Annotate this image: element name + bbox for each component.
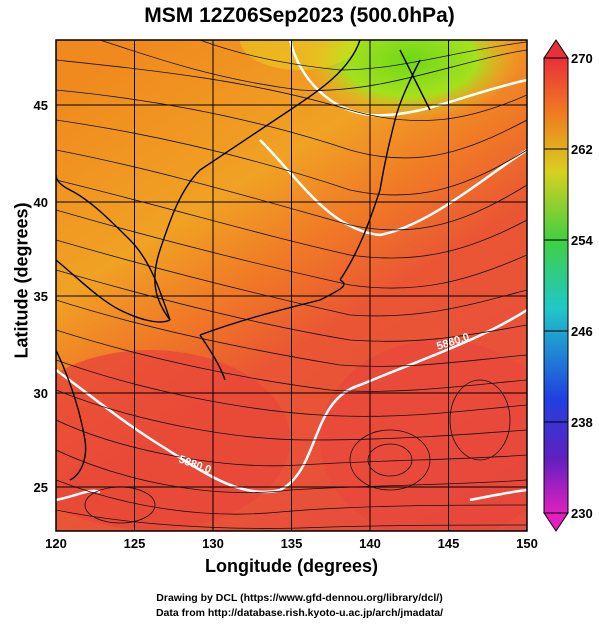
colorbar-tick-label: 238 (571, 415, 593, 430)
colorbar-tick-label: 262 (571, 142, 593, 157)
x-tick-label: 150 (516, 536, 538, 551)
x-tick-label: 140 (359, 536, 381, 551)
coastlines (56, 40, 431, 481)
colorbar-tick-label: 230 (571, 506, 593, 521)
x-tick-labels: 120 125 130 135 140 145 150 (45, 536, 538, 551)
colorbar-tick-label: 246 (571, 324, 593, 339)
colorbar-tick-label: 270 (571, 51, 593, 66)
y-tick-label: 25 (34, 480, 48, 495)
x-axis-label: Longitude (degrees) (204, 556, 378, 576)
x-tick-label: 120 (45, 536, 67, 551)
credit-drawing: Drawing by DCL (https://www.gfd-dennou.o… (156, 592, 443, 604)
colorbar: 270 262 254 246 238 230 (543, 39, 593, 532)
y-tick-label: 40 (34, 195, 48, 210)
x-tick-label: 135 (281, 536, 303, 551)
temperature-field: 5880.0 5880.0 (56, 40, 527, 531)
x-tick-label: 130 (202, 536, 224, 551)
plot-frame (55, 39, 528, 532)
lat-lon-grid (56, 40, 527, 531)
credit-data: Data from http://database.rish.kyoto-u.a… (155, 607, 444, 619)
page-title: MSM 12Z06Sep2023 (500.0hPa) (144, 4, 455, 27)
y-tick-label: 30 (34, 386, 48, 401)
y-tick-label: 45 (34, 98, 48, 113)
colorbar-tick-label: 254 (571, 233, 593, 248)
y-tick-label: 35 (34, 289, 48, 304)
y-tick-labels: 25 30 35 40 45 (34, 98, 48, 495)
y-axis-label: Latitude (degrees) (11, 202, 32, 359)
x-tick-label: 145 (438, 536, 460, 551)
x-tick-label: 125 (124, 536, 146, 551)
